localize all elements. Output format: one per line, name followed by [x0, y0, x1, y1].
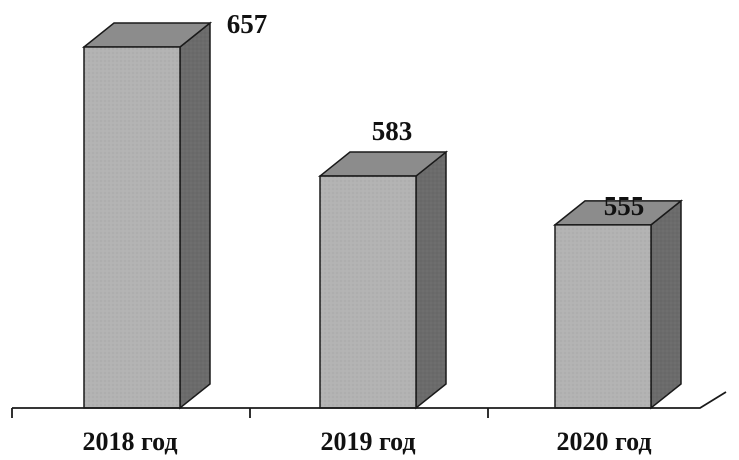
bar-front-texture: [320, 176, 416, 408]
labels-group: 657 2018 год 583 2019 год 555 2020 год: [82, 9, 651, 456]
category-label: 2020 год: [556, 427, 651, 455]
bar-front-texture: [555, 224, 651, 408]
value-label: 657: [227, 9, 268, 39]
category-label: 2019 год: [320, 427, 415, 455]
bar-2020: [552, 199, 684, 410]
x-axis: [11, 391, 727, 418]
bar-2018: [81, 21, 213, 410]
x-axis-line: [12, 391, 727, 409]
bar-front-texture: [84, 47, 180, 408]
bars-group: [81, 21, 684, 410]
bar-2019: [317, 150, 449, 410]
bar-side-texture: [416, 152, 446, 408]
bar-side-texture: [651, 200, 681, 408]
value-label: 555: [604, 191, 645, 221]
value-label: 583: [372, 116, 413, 146]
category-label: 2018 год: [82, 427, 177, 455]
bar-side-texture: [180, 23, 210, 408]
